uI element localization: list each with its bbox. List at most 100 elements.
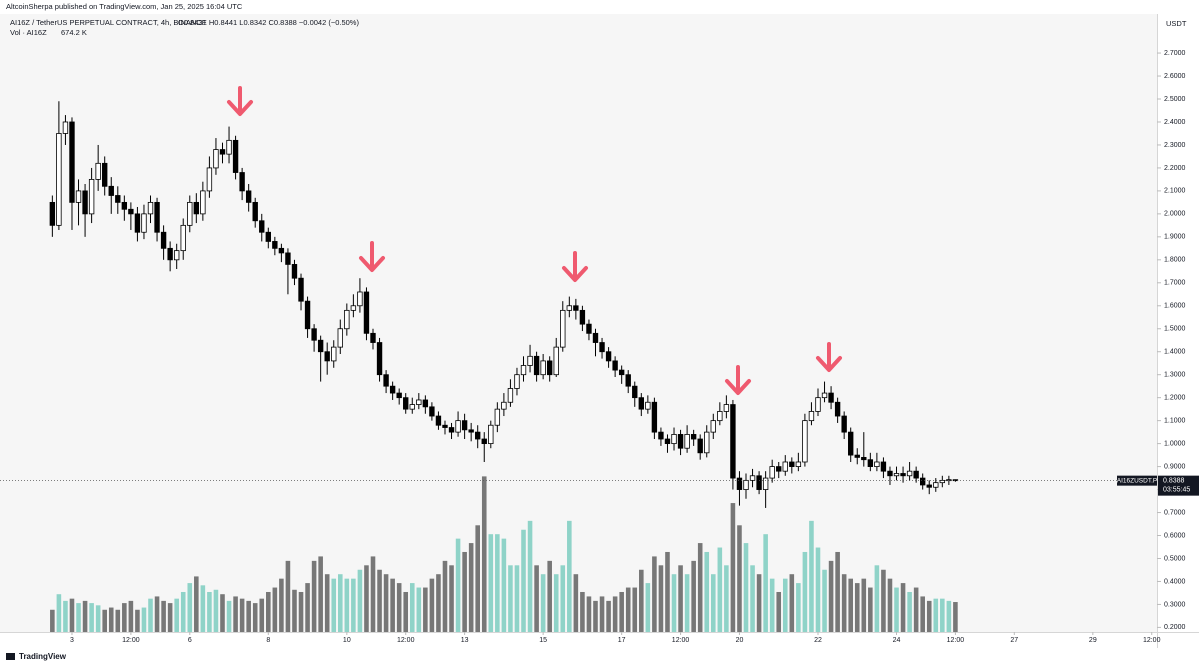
y-tick-label: 2.3000	[1164, 142, 1186, 149]
volume-bar	[423, 587, 428, 632]
x-tick-label: 22	[814, 637, 822, 644]
candle-body	[435, 415, 442, 426]
volume-bar	[226, 600, 232, 632]
volume-bar	[789, 574, 795, 632]
y-tick-label: 1.6000	[1164, 303, 1186, 310]
candle-body	[363, 291, 370, 334]
volume-bar	[259, 598, 265, 632]
volume-bar	[678, 565, 683, 632]
candle-body	[710, 420, 716, 433]
candle-body	[75, 190, 82, 203]
candle-body	[638, 397, 644, 410]
candle-body	[592, 332, 599, 343]
candle-body	[141, 213, 147, 233]
x-tick-label: 12:00	[672, 637, 690, 644]
volume-bar	[881, 569, 886, 632]
volume-bar	[632, 587, 638, 632]
volume-bar	[102, 609, 107, 632]
ohlc-text: O0.8431 H0.8441 L0.8342 C0.8388 −0.0042 …	[178, 18, 359, 27]
volume-bar	[246, 600, 251, 632]
candle-body	[108, 185, 114, 196]
candle-body	[821, 392, 828, 399]
candle-body	[272, 241, 278, 249]
volume-bar	[815, 547, 821, 632]
candle-body	[475, 431, 481, 440]
logo-icon	[6, 653, 15, 660]
volume-bar	[429, 578, 435, 632]
candle-body	[180, 224, 186, 252]
candle-body	[82, 190, 88, 215]
price-tag	[1158, 475, 1199, 496]
candle-body	[808, 411, 815, 422]
volume-bar	[933, 598, 939, 632]
volume-bar	[573, 574, 579, 632]
y-tick-label: 0.9000	[1164, 463, 1186, 470]
candle-body	[357, 291, 363, 307]
candle-body	[455, 420, 461, 433]
volume-bar	[135, 609, 140, 632]
candle-body	[664, 438, 671, 445]
volume-bar	[953, 602, 958, 632]
candle-body	[115, 195, 121, 203]
volume-bar	[553, 574, 559, 632]
candle-body	[226, 139, 232, 155]
annotations	[227, 86, 842, 395]
volume-bar	[776, 591, 782, 632]
candle-body	[645, 401, 651, 410]
candle-body	[507, 388, 514, 403]
arrow	[562, 251, 588, 282]
candle-body	[723, 404, 730, 412]
y-tick-label: 0.4000	[1164, 578, 1186, 585]
candle-body	[854, 454, 860, 458]
candle-body	[265, 231, 271, 242]
volume-bar	[697, 543, 703, 632]
volume-bar	[455, 538, 461, 632]
volume-bar	[835, 551, 840, 632]
candle-body	[749, 475, 756, 481]
volume-bar	[148, 598, 153, 632]
volume-bar	[737, 525, 742, 632]
y-tick-label: 1.2000	[1164, 395, 1186, 402]
candle-body	[488, 424, 494, 445]
volume-bar	[534, 565, 539, 632]
candle-body	[599, 342, 605, 353]
candle-body	[409, 404, 415, 410]
volume-bar	[782, 578, 788, 632]
candle-body	[782, 461, 788, 472]
candle-body	[128, 208, 134, 215]
volume-bar	[501, 538, 507, 632]
volume-bar	[344, 578, 350, 632]
candle-body	[527, 355, 533, 366]
candle-body	[337, 328, 343, 348]
volume-bar	[868, 587, 873, 632]
candle-body	[697, 438, 703, 454]
symbol-title: AI16Z / TetherUS PERPETUAL CONTRACT, 4h,…	[10, 18, 207, 27]
candle-body	[834, 401, 841, 417]
candle-body	[147, 201, 154, 215]
y-tick-label: 2.1000	[1164, 188, 1186, 195]
volume-bar	[266, 591, 271, 632]
candle-body	[350, 305, 357, 311]
volume-bar	[403, 591, 409, 632]
candle-body	[56, 133, 62, 226]
candle-body	[612, 360, 618, 371]
volume-bar	[874, 565, 880, 632]
volume-bar	[298, 591, 304, 632]
volume-bar	[521, 529, 526, 632]
candle-body	[468, 429, 474, 433]
x-tick-label: 12:00	[947, 637, 965, 644]
volume-bar	[167, 603, 173, 632]
candle-body	[690, 434, 697, 440]
candle-body	[848, 431, 854, 456]
volume-bar	[468, 543, 474, 632]
volume-bar	[442, 560, 448, 632]
y-tick-label: 1.3000	[1164, 372, 1186, 379]
candle-body	[756, 475, 762, 490]
volume-bar	[887, 578, 893, 632]
volume-bar	[95, 605, 101, 632]
candle-body	[403, 397, 409, 410]
volume-bar	[213, 589, 219, 632]
y-tick-label: 0.7000	[1164, 509, 1186, 516]
volume-bar	[396, 583, 402, 632]
candle-body	[317, 339, 324, 353]
